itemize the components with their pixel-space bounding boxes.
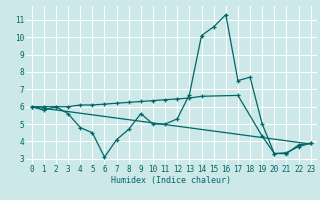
X-axis label: Humidex (Indice chaleur): Humidex (Indice chaleur) [111, 176, 231, 185]
